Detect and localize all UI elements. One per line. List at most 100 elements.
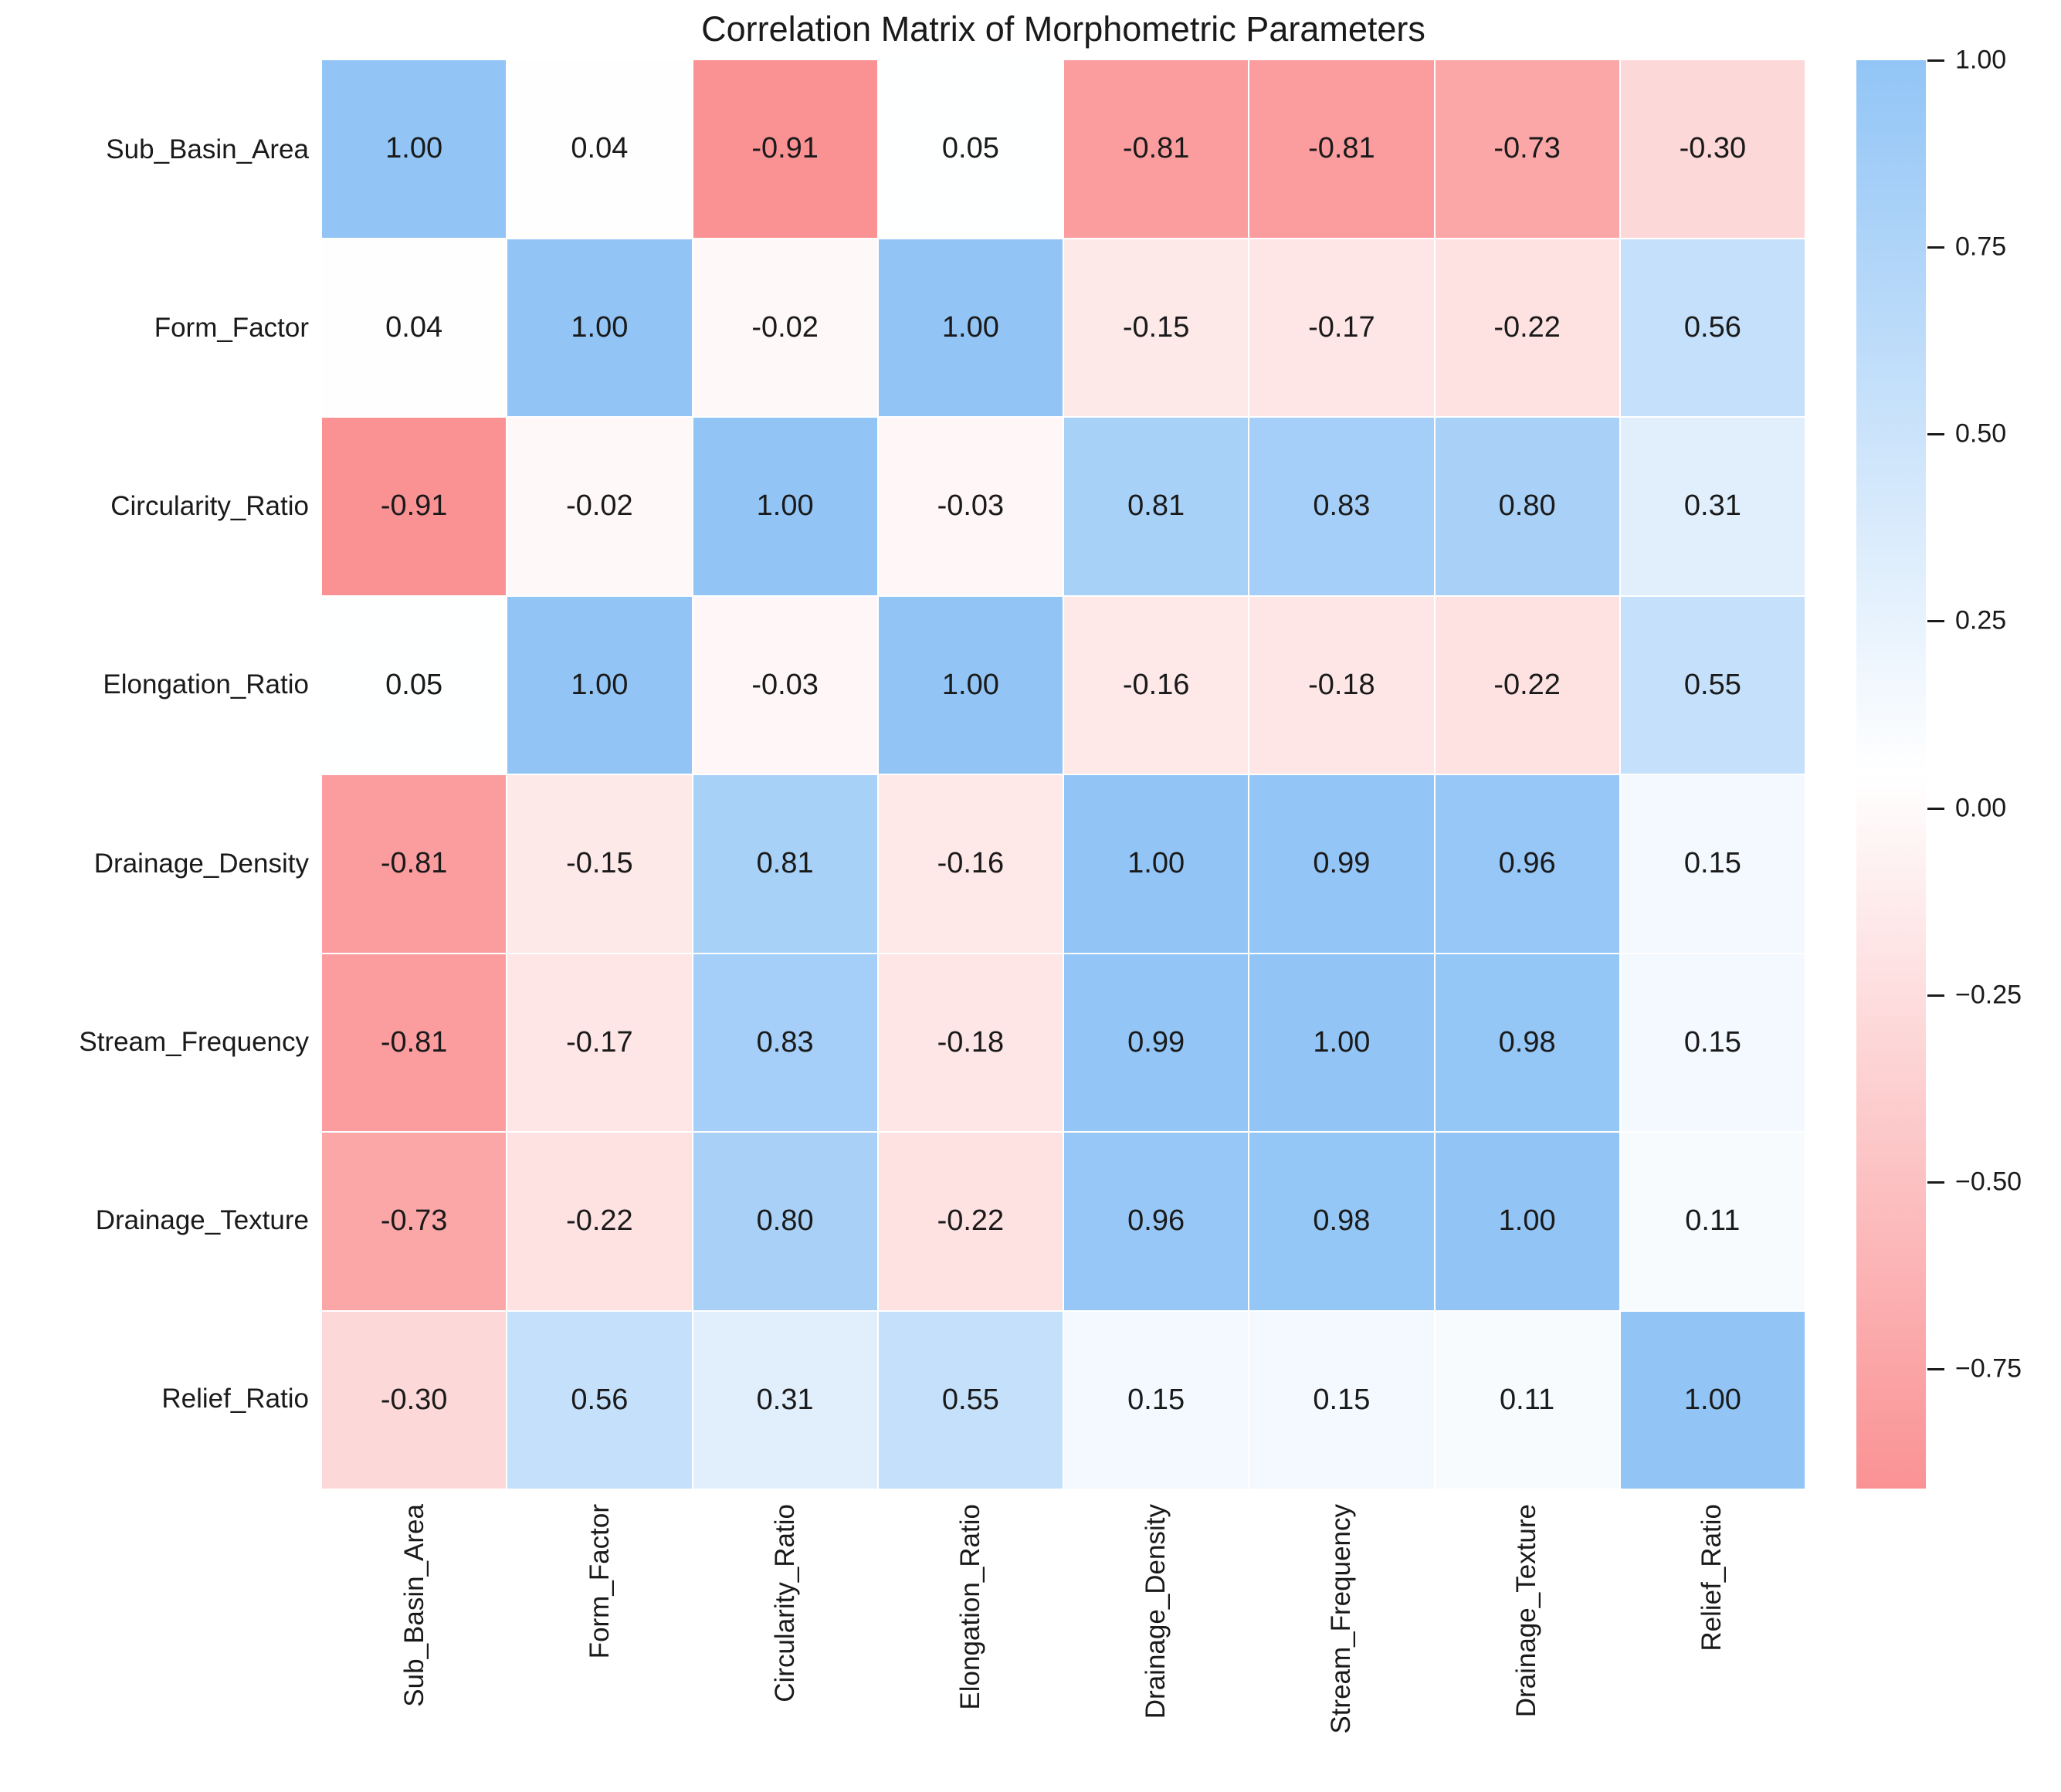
x-axis-label: Drainage_Density [1141, 1504, 1171, 1719]
heatmap-cell: -0.15 [1064, 239, 1249, 416]
colorbar-tick [1927, 620, 1944, 622]
heatmap-cell: -0.22 [507, 1133, 692, 1310]
heatmap-cell: 1.00 [1620, 1311, 1805, 1489]
heatmap-cell: 0.55 [1620, 596, 1805, 774]
heatmap-cell: 0.81 [693, 775, 877, 953]
x-axis-label: Relief_Ratio [1697, 1504, 1727, 1651]
heatmap-cell: 0.05 [322, 596, 507, 774]
y-axis-label: Relief_Ratio [161, 1384, 309, 1414]
heatmap-cell: -0.02 [507, 418, 692, 595]
colorbar-gradient [1856, 60, 1926, 1489]
heatmap-cell: -0.16 [878, 775, 1063, 953]
heatmap-cell: 0.99 [1064, 954, 1249, 1131]
colorbar-tick [1927, 994, 1944, 997]
heatmap-cell: 0.15 [1620, 775, 1805, 953]
y-axis-label: Stream_Frequency [79, 1026, 309, 1057]
heatmap-cell: -0.30 [322, 1311, 507, 1489]
colorbar-tick [1927, 433, 1944, 435]
heatmap-cell: 0.31 [1620, 418, 1805, 595]
colorbar-tick [1927, 808, 1944, 810]
heatmap-cell: -0.18 [1249, 596, 1434, 774]
heatmap-cell: -0.02 [693, 239, 877, 416]
heatmap-cell: 0.11 [1435, 1311, 1619, 1489]
colorbar-tick-label: 1.00 [1955, 45, 2007, 75]
heatmap-cell: -0.91 [693, 60, 877, 238]
colorbar-tick-label: 0.25 [1955, 605, 2007, 635]
colorbar-tick-label: −0.25 [1955, 980, 2022, 1010]
heatmap-cell: -0.22 [1435, 239, 1619, 416]
heatmap-cell: 1.00 [1064, 775, 1249, 953]
heatmap-cell: -0.81 [1249, 60, 1434, 238]
heatmap-cell: 0.98 [1249, 1133, 1434, 1310]
heatmap-cell: -0.16 [1064, 596, 1249, 774]
colorbar: 1.00 0.75 0.50 0.25 0.00 −0.25 −0.50 −0.75 [1856, 46, 2061, 1489]
x-axis-label-slot: Relief_Ratio [1619, 1504, 1805, 1792]
x-axis-label-slot: Elongation_Ratio [878, 1504, 1063, 1792]
x-axis-label: Form_Factor [585, 1504, 615, 1659]
heatmap-cell: -0.81 [322, 775, 507, 953]
chart-title: Correlation Matrix of Morphometric Param… [701, 9, 1425, 49]
heatmap-cell: -0.03 [693, 596, 877, 774]
heatmap-cell: -0.22 [1435, 596, 1619, 774]
y-axis-label: Circularity_Ratio [110, 491, 309, 522]
heatmap-cell: -0.91 [322, 418, 507, 595]
heatmap-cell: 0.15 [1249, 1311, 1434, 1489]
y-axis-labels: Sub_Basin_Area Form_Factor Circularity_Rat… [0, 60, 309, 1489]
heatmap-cell: 0.15 [1620, 954, 1805, 1131]
x-axis-label-slot: Circularity_Ratio [693, 1504, 878, 1792]
heatmap-grid: 1.00 0.04 -0.91 0.05 -0.81 -0.81 -0.73 -0.30 0.0… [322, 60, 1805, 1489]
x-axis-label-slot: Sub_Basin_Area [322, 1504, 507, 1792]
heatmap-cell: -0.15 [507, 775, 692, 953]
y-axis-label: Elongation_Ratio [103, 669, 309, 700]
heatmap-cell: 1.00 [1249, 954, 1434, 1131]
heatmap-cell: -0.81 [322, 954, 507, 1131]
y-axis-label: Drainage_Texture [95, 1205, 309, 1236]
heatmap-cell: 0.55 [878, 1311, 1063, 1489]
x-axis-label: Sub_Basin_Area [399, 1504, 429, 1707]
heatmap-cell: 1.00 [507, 239, 692, 416]
heatmap-cell: 0.96 [1435, 775, 1619, 953]
x-axis-label: Elongation_Ratio [955, 1504, 985, 1710]
heatmap-cell: -0.73 [322, 1133, 507, 1310]
heatmap-cell: 1.00 [322, 60, 507, 238]
colorbar-tick-label: −0.50 [1955, 1167, 2022, 1197]
x-axis-label-slot: Drainage_Texture [1434, 1504, 1619, 1792]
heatmap-cell: -0.30 [1620, 60, 1805, 238]
heatmap-cell: 0.31 [693, 1311, 877, 1489]
heatmap-cell: 0.04 [507, 60, 692, 238]
heatmap-cell: 0.15 [1064, 1311, 1249, 1489]
heatmap-cell: -0.18 [878, 954, 1063, 1131]
colorbar-tick-label: −0.75 [1955, 1353, 2022, 1384]
colorbar-tick [1927, 1368, 1944, 1370]
x-axis-label: Stream_Frequency [1326, 1504, 1356, 1734]
heatmap-cell: 0.56 [1620, 239, 1805, 416]
heatmap-cell: 0.81 [1064, 418, 1249, 595]
x-axis-label: Circularity_Ratio [770, 1504, 800, 1702]
heatmap-cell: 1.00 [878, 239, 1063, 416]
colorbar-tick [1927, 1181, 1944, 1184]
y-axis-label: Drainage_Density [93, 848, 309, 879]
colorbar-tick [1927, 246, 1944, 249]
heatmap-cell: -0.22 [878, 1133, 1063, 1310]
heatmap-cell: -0.81 [1064, 60, 1249, 238]
y-axis-label: Sub_Basin_Area [106, 134, 309, 164]
heatmap-cell: 1.00 [507, 596, 692, 774]
heatmap-cell: -0.03 [878, 418, 1063, 595]
colorbar-tick-label: 0.00 [1955, 793, 2007, 823]
heatmap-cell: 1.00 [1435, 1133, 1619, 1310]
heatmap-cell: -0.73 [1435, 60, 1619, 238]
colorbar-tick [1927, 59, 1944, 62]
x-axis-label: Drainage_Texture [1511, 1504, 1541, 1718]
heatmap-cell: 0.99 [1249, 775, 1434, 953]
heatmap-cell: 0.05 [878, 60, 1063, 238]
x-axis-label-slot: Form_Factor [507, 1504, 693, 1792]
heatmap-cell: 0.80 [1435, 418, 1619, 595]
x-axis-label-slot: Stream_Frequency [1249, 1504, 1434, 1792]
x-axis-labels: Sub_Basin_Area Form_Factor Circularity_Rat… [322, 1504, 1805, 1792]
heatmap-cell: 1.00 [878, 596, 1063, 774]
heatmap-cell: 0.96 [1064, 1133, 1249, 1310]
x-axis-label-slot: Drainage_Density [1063, 1504, 1249, 1792]
heatmap-cell: 1.00 [693, 418, 877, 595]
heatmap-cell: 0.04 [322, 239, 507, 416]
